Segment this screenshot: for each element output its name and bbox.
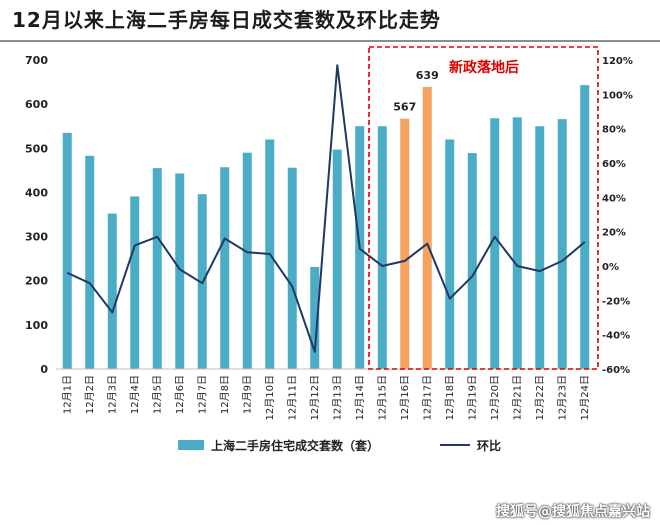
right-tick-label: 20% [602, 228, 626, 239]
left-tick-label: 300 [25, 231, 48, 244]
category-label: 12月18日 [444, 375, 456, 420]
category-label: 12月22日 [534, 375, 546, 420]
left-tick-label: 600 [25, 98, 48, 111]
bar-17 [423, 87, 432, 369]
bar-11 [288, 168, 297, 369]
bar-19 [468, 153, 477, 369]
left-tick-label: 400 [25, 186, 48, 199]
category-label: 12月19日 [466, 375, 478, 420]
category-label: 12月15日 [376, 375, 388, 420]
annotation-label: 新政落地后 [449, 59, 519, 76]
right-tick-label: 40% [602, 193, 626, 204]
category-label: 12月23日 [556, 375, 568, 420]
legend-swatch-bar [178, 440, 204, 450]
right-tick-label: -20% [602, 296, 630, 307]
category-label: 12月12日 [309, 375, 321, 420]
category-label: 12月14日 [354, 375, 366, 420]
category-label: 12月17日 [421, 375, 433, 420]
bar-22 [535, 126, 544, 369]
left-tick-label: 500 [25, 142, 48, 155]
bar-data-label: 567 [393, 101, 416, 114]
category-label: 12月2日 [84, 375, 96, 414]
bar-8 [220, 167, 229, 369]
bar-1 [63, 133, 72, 369]
category-label: 12月24日 [579, 375, 591, 420]
bar-2 [85, 156, 94, 369]
right-tick-label: -60% [602, 365, 630, 376]
right-tick-label: 80% [602, 125, 626, 136]
bar-line-chart: 567 639 0 100 200 300 400 500 600 700 -60% -40% -20… [0, 0, 660, 525]
change-line [67, 65, 585, 352]
bar-24 [580, 85, 589, 369]
bar-data-label: 639 [416, 69, 439, 82]
left-tick-label: 200 [25, 275, 48, 288]
category-label: 12月21日 [511, 375, 523, 420]
left-tick-label: 100 [25, 319, 48, 332]
category-label: 12月5日 [151, 375, 163, 414]
bar-13 [333, 150, 342, 369]
bar-18 [445, 139, 454, 369]
category-label: 12月1日 [61, 375, 73, 414]
bar-5 [153, 168, 162, 369]
bar-15 [378, 126, 387, 369]
category-label: 12月7日 [196, 375, 208, 414]
bar-9 [243, 153, 252, 369]
legend: 上海二手房住宅成交套数（套） 环比 [178, 438, 501, 453]
bar-23 [558, 119, 567, 369]
right-tick-label: 120% [602, 56, 633, 67]
legend-label-bar: 上海二手房住宅成交套数（套） [211, 438, 379, 453]
right-tick-label: 60% [602, 159, 626, 170]
bar-21 [513, 117, 522, 369]
watermark: 搜狐号@搜狐焦点嘉兴站 [496, 501, 650, 521]
category-label: 12月16日 [399, 375, 411, 420]
category-label: 12月9日 [241, 375, 253, 414]
right-tick-label: -40% [602, 331, 630, 342]
right-tick-label: 100% [602, 90, 633, 101]
category-label: 12月10日 [264, 375, 276, 420]
category-label: 12月4日 [129, 375, 141, 414]
category-label: 12月11日 [286, 375, 298, 420]
bar-16 [400, 119, 409, 369]
right-tick-label: 0% [602, 262, 619, 273]
category-label: 12月20日 [489, 375, 501, 420]
bar-3 [108, 214, 117, 369]
bar-4 [130, 196, 139, 369]
left-tick-label: 0 [40, 363, 48, 376]
category-label: 12月13日 [331, 375, 343, 420]
category-label: 12月8日 [219, 375, 231, 414]
left-tick-label: 700 [25, 54, 48, 67]
line-series-change [67, 65, 585, 352]
category-label: 12月6日 [174, 375, 186, 414]
legend-label-line: 环比 [477, 438, 501, 453]
category-label: 12月3日 [106, 375, 118, 414]
